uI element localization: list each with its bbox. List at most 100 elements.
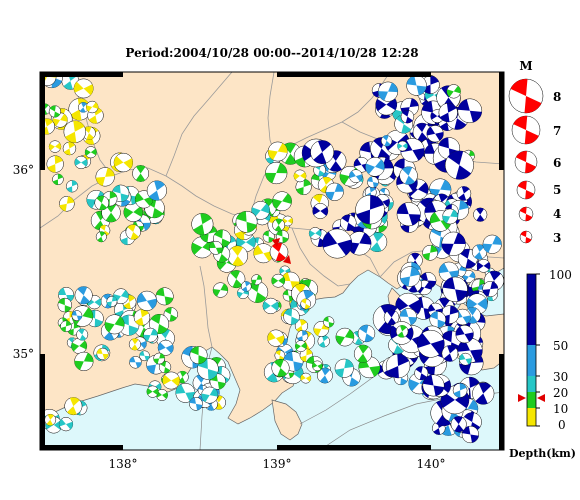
earthquake-event-302 (438, 103, 458, 123)
earthquake-event-115 (189, 397, 203, 411)
earthquake-event-220 (325, 182, 344, 201)
earthquake-event-78 (71, 337, 88, 354)
magnitude-legend-ball-5 (516, 180, 536, 200)
earthquake-event-181 (271, 273, 286, 288)
depth-band-50-100 (527, 274, 536, 345)
earthquake-event-227 (308, 227, 322, 240)
earthquake-event-309 (406, 75, 427, 96)
earthquake-event-22 (65, 180, 79, 193)
earthquake-event-176 (267, 329, 285, 347)
earthquake-event-201 (267, 141, 288, 162)
earthquake-event-152 (240, 281, 252, 292)
earthquake-event-404 (383, 309, 400, 326)
earthquake-event-354 (482, 281, 499, 298)
depth-tick-30: 30 (553, 370, 568, 384)
earthquake-event-196 (272, 191, 292, 212)
earthquake-event-0 (62, 141, 77, 156)
earthquake-event-151 (272, 218, 286, 232)
earthquake-event-300 (446, 84, 461, 99)
earthquake-event-420 (416, 329, 445, 358)
lon-tick-140: 140° (417, 457, 446, 471)
earthquake-event-95 (128, 338, 141, 351)
earthquake-event-419 (385, 353, 411, 379)
depth-tick-100: 100 (549, 268, 572, 282)
earthquake-event-87 (74, 286, 93, 305)
lon-tick-139: 139° (263, 457, 292, 471)
earthquake-event-360 (396, 202, 421, 227)
depth-indicator-left (518, 394, 526, 402)
earthquake-event-236 (310, 140, 335, 164)
earthquake-event-436 (461, 425, 480, 444)
earthquake-event-17 (77, 102, 89, 113)
earthquake-event-88 (74, 351, 94, 371)
earthquake-event-239 (349, 169, 363, 183)
earthquake-event-108 (162, 371, 181, 390)
earthquake-event-186 (295, 340, 307, 352)
earthquake-event-48 (134, 190, 153, 209)
earthquake-event-24 (48, 105, 61, 118)
earthquake-event-301 (400, 109, 415, 124)
earthquake-event-306 (399, 166, 418, 185)
earthquake-event-140 (282, 215, 294, 227)
earthquake-event-47 (94, 195, 110, 211)
earthquake-event-72 (57, 297, 73, 313)
depth-band-20-30 (527, 376, 536, 392)
earthquake-event-293 (456, 186, 472, 201)
earthquake-event-124 (212, 282, 229, 298)
earthquake-event-182 (296, 330, 309, 342)
earthquake-event-120 (189, 346, 208, 365)
earthquake-event-21 (74, 155, 88, 170)
magnitude-label-7: 7 (553, 124, 561, 138)
magnitude-legend-ball-6 (514, 150, 538, 174)
earthquake-event-14 (73, 78, 94, 99)
depth-scale-label: Depth(km) (509, 447, 576, 460)
reference-event-marker (269, 238, 291, 264)
earthquake-event-460 (58, 417, 74, 432)
earthquake-event-353 (471, 244, 488, 260)
earthquake-event-267 (367, 176, 379, 189)
earthquake-event-416 (395, 325, 409, 338)
earthquake-event-135 (227, 245, 248, 267)
earthquake-event-46 (113, 152, 134, 173)
earthquake-event-190 (300, 298, 312, 310)
earthquake-event-439 (422, 374, 445, 397)
earthquake-event-310 (397, 140, 408, 152)
earthquake-event-155 (251, 274, 262, 286)
earthquake-event-80 (133, 309, 151, 326)
earthquake-event-35 (123, 202, 144, 222)
earthquake-event-351 (441, 231, 466, 256)
earthquake-event-294 (380, 135, 393, 147)
earthquake-event-39 (95, 231, 107, 243)
earthquake-event-332 (422, 244, 438, 261)
magnitude-legend: M 8 7 6 5 4 3 (508, 59, 561, 245)
earthquake-event-49 (146, 180, 167, 201)
earthquake-event-213 (347, 231, 372, 256)
magnitude-legend-ball-7 (511, 115, 541, 145)
earthquake-event-199 (295, 178, 312, 196)
earthquake-event-455 (353, 344, 373, 363)
magnitude-legend-ball-4 (518, 206, 534, 222)
depth-tick-20: 20 (553, 386, 568, 400)
earthquake-event-215 (312, 203, 329, 219)
earthquake-event-92 (76, 328, 89, 341)
earthquake-event-137 (227, 270, 246, 289)
earthquake-event-86 (60, 320, 72, 333)
focal-mechanism-events (40, 72, 504, 444)
earthquake-event-369 (482, 234, 502, 254)
earthquake-event-305 (365, 157, 385, 177)
magnitude-label-3: 3 (553, 231, 561, 245)
map-title: Period:2004/10/28 00:00--2014/10/28 12:2… (125, 46, 419, 60)
depth-indicator-right (537, 394, 545, 402)
earthquake-event-18 (63, 120, 86, 143)
earthquake-event-453 (312, 360, 323, 372)
earthquake-event-82 (136, 290, 157, 311)
reference-beachball (269, 242, 289, 262)
earthquake-event-240 (340, 214, 357, 231)
depth-scale-frame (526, 273, 537, 427)
earthquake-event-89 (96, 347, 109, 360)
earthquake-event-154 (235, 210, 258, 233)
depth-tick-0: 0 (558, 418, 566, 432)
earthquake-event-459 (64, 397, 83, 416)
earthquake-event-119 (146, 385, 159, 398)
magnitude-legend-ball-8 (508, 78, 544, 114)
